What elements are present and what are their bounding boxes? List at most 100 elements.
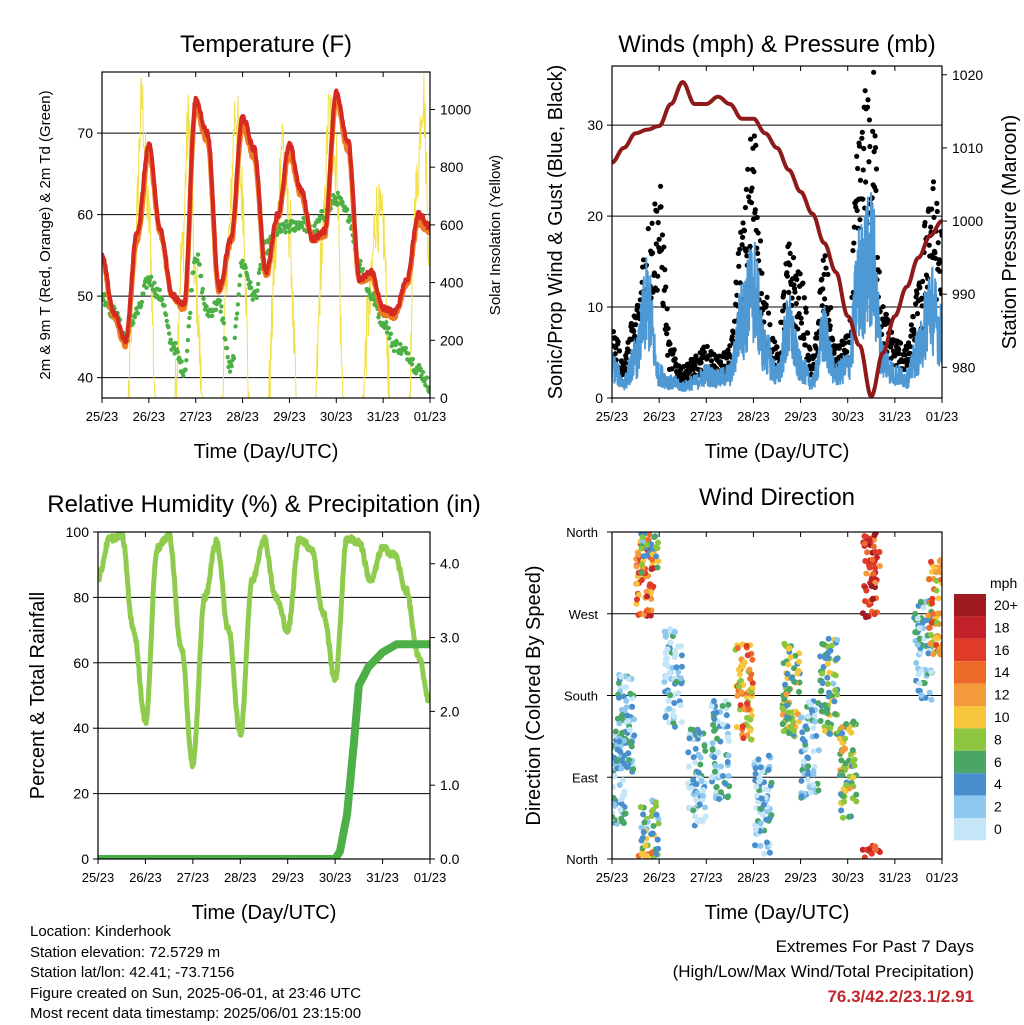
series-dewpoint-point bbox=[245, 277, 251, 282]
direction-point bbox=[688, 785, 695, 792]
y2-tick-label: 0 bbox=[440, 390, 448, 406]
direction-point bbox=[612, 814, 616, 821]
direction-point bbox=[619, 818, 626, 825]
series-dewpoint-point bbox=[198, 273, 204, 279]
direction-point bbox=[928, 600, 935, 607]
series-dewpoint-point bbox=[163, 312, 169, 318]
direction-point bbox=[675, 669, 682, 676]
series-dewpoint-point bbox=[213, 307, 219, 312]
x-tick-label: 29/23 bbox=[271, 870, 304, 885]
series-dewpoint-point bbox=[175, 349, 180, 355]
series-gust-point bbox=[790, 255, 797, 261]
series-gust-point bbox=[741, 228, 748, 234]
series-dewpoint-point bbox=[220, 316, 226, 321]
direction-point bbox=[749, 680, 756, 687]
direction-point bbox=[839, 772, 846, 779]
series-gust-point bbox=[667, 341, 673, 347]
x-axis-label: Time (Day/UTC) bbox=[192, 902, 337, 924]
direction-point bbox=[711, 715, 718, 722]
direction-point bbox=[618, 673, 625, 680]
direction-point bbox=[665, 697, 672, 704]
series-gust-point bbox=[731, 329, 737, 336]
series-gust-point bbox=[659, 232, 666, 238]
series-gust-point bbox=[664, 331, 670, 337]
direction-point bbox=[757, 842, 764, 849]
direction-point bbox=[925, 650, 932, 657]
y-tick-label: North bbox=[566, 852, 598, 867]
series-dewpoint-point bbox=[188, 310, 193, 316]
direction-point bbox=[605, 783, 611, 789]
series-gust-point bbox=[622, 360, 628, 366]
direction-point bbox=[916, 625, 923, 632]
series-gust-point bbox=[896, 351, 902, 357]
series-gust-point bbox=[822, 296, 828, 302]
series-dewpoint-point bbox=[200, 286, 205, 292]
series-gust-point bbox=[634, 307, 640, 313]
direction-point bbox=[794, 670, 801, 677]
direction-point bbox=[692, 813, 699, 820]
direction-point bbox=[620, 737, 627, 744]
direction-point bbox=[675, 643, 682, 650]
direction-point bbox=[930, 610, 937, 617]
series-dewpoint-point bbox=[419, 373, 424, 378]
direction-point bbox=[711, 768, 718, 775]
series-gust-point bbox=[616, 348, 623, 354]
direction-point bbox=[765, 766, 772, 773]
series-gust-point bbox=[871, 149, 877, 155]
y2-tick-label: 2.0 bbox=[440, 703, 460, 719]
direction-point bbox=[618, 765, 625, 772]
series-gust-point bbox=[938, 291, 942, 297]
legend-label: 16 bbox=[994, 642, 1010, 658]
direction-point bbox=[644, 853, 651, 859]
series-gust-point bbox=[907, 343, 914, 350]
direction-point bbox=[724, 758, 731, 765]
direction-point bbox=[938, 569, 942, 576]
series-gust-point bbox=[908, 333, 914, 339]
y-tick-label: 40 bbox=[73, 720, 89, 736]
x-tick-label: 29/23 bbox=[784, 870, 817, 885]
series-dewpoint-point bbox=[183, 367, 188, 372]
direction-point bbox=[918, 692, 925, 699]
direction-point bbox=[647, 612, 654, 619]
x-tick-label: 28/23 bbox=[737, 409, 770, 424]
series-gust-point bbox=[739, 242, 745, 248]
series-dewpoint-point bbox=[386, 325, 391, 331]
series-dewpoint-point bbox=[398, 342, 403, 347]
y2-axis-label: Solar Insolation (Yellow) bbox=[487, 155, 504, 315]
direction-point bbox=[734, 692, 741, 699]
extremes-box: Extremes For Past 7 Days (High/Low/Max W… bbox=[673, 934, 974, 1009]
direction-point bbox=[831, 698, 838, 705]
direction-point bbox=[678, 663, 685, 670]
series-total-rainfall bbox=[98, 640, 430, 859]
series-dewpoint-point bbox=[235, 302, 241, 307]
series-gust-point bbox=[739, 234, 746, 240]
x-axis-label: Time (Day/UTC) bbox=[705, 441, 850, 463]
series-dewpoint-point bbox=[283, 230, 288, 235]
series-gust-point bbox=[883, 311, 889, 318]
direction-point bbox=[943, 570, 949, 576]
direction-point bbox=[722, 780, 729, 787]
series-dewpoint-point bbox=[189, 287, 195, 293]
direction-point bbox=[612, 728, 619, 735]
series-gust-point bbox=[935, 240, 941, 246]
series-gust-point bbox=[658, 204, 664, 210]
direction-point bbox=[713, 783, 720, 790]
direction-point bbox=[714, 735, 721, 742]
direction-point bbox=[736, 671, 743, 678]
series-gust-point bbox=[755, 250, 761, 257]
series-gust-point bbox=[803, 305, 809, 311]
direction-point bbox=[696, 729, 703, 736]
panel-3: Wind Direction North East South West North 25/… bbox=[523, 484, 1018, 924]
series-gust-point bbox=[821, 271, 827, 277]
direction-point bbox=[864, 549, 871, 556]
direction-point bbox=[799, 729, 806, 736]
direction-point bbox=[615, 694, 622, 701]
direction-point bbox=[667, 692, 674, 699]
direction-point bbox=[763, 839, 770, 846]
series-gust-point bbox=[801, 295, 807, 301]
direction-point bbox=[925, 612, 932, 619]
series-gust-point bbox=[787, 262, 793, 268]
x-tick-label: 25/23 bbox=[596, 870, 629, 885]
x-tick-label: 28/23 bbox=[737, 870, 770, 885]
y2-tick-label: 980 bbox=[952, 359, 976, 375]
